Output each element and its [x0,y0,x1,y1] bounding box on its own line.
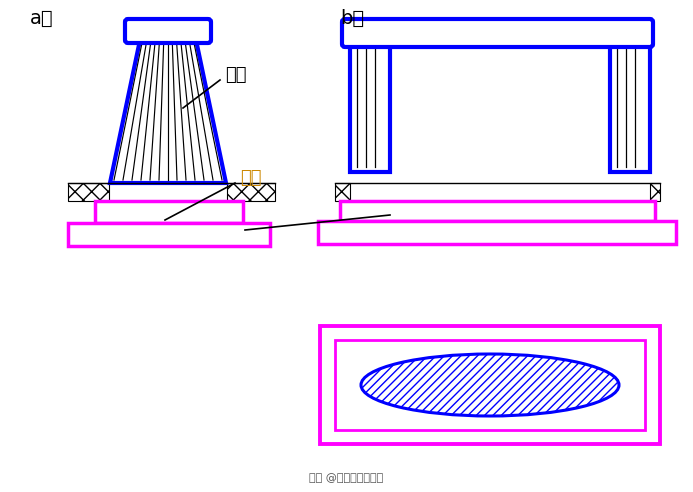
Bar [335,340,645,430]
Bar [340,201,655,221]
Bar [95,201,243,223]
Bar [610,44,650,172]
Text: 墩身: 墩身 [225,66,247,84]
FancyBboxPatch shape [125,19,211,43]
Bar [227,183,275,201]
Bar [350,44,390,172]
Text: b）: b） [340,8,364,28]
Bar [318,221,676,244]
Text: a）: a） [30,8,53,28]
Bar [68,183,109,201]
Polygon shape [110,40,226,183]
Bar [650,183,660,201]
Bar [335,183,350,201]
Text: 头条 @建筑工程一点通: 头条 @建筑工程一点通 [309,473,384,483]
Bar [320,326,660,444]
Bar [68,223,270,246]
FancyBboxPatch shape [342,19,653,47]
Ellipse shape [361,354,619,416]
Text: 基础: 基础 [240,169,261,187]
